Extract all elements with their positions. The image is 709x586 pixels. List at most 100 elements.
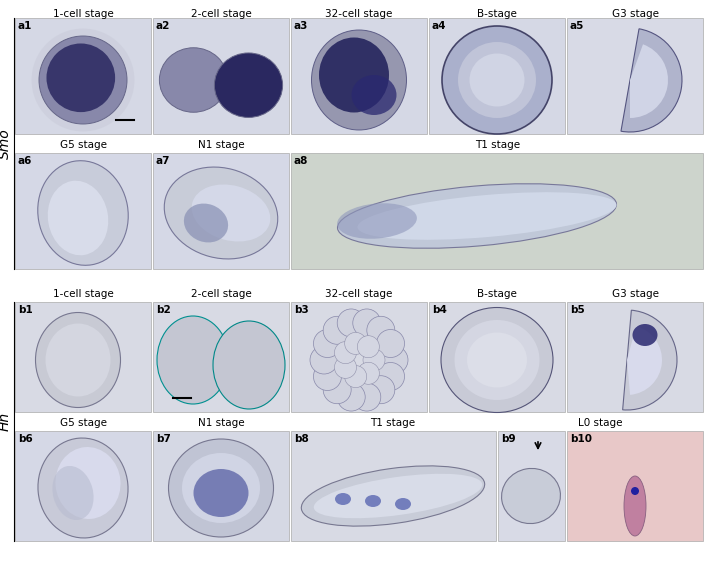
Text: b5: b5	[570, 305, 585, 315]
Ellipse shape	[323, 376, 351, 404]
Ellipse shape	[160, 48, 228, 113]
Text: B-stage: B-stage	[477, 9, 517, 19]
Bar	[291, 302, 427, 412]
Ellipse shape	[314, 473, 482, 518]
Ellipse shape	[441, 308, 553, 413]
Bar	[429, 18, 565, 134]
Ellipse shape	[157, 316, 229, 404]
Ellipse shape	[323, 316, 351, 345]
Text: G3 stage: G3 stage	[611, 9, 659, 19]
Text: T1 stage: T1 stage	[370, 418, 415, 428]
Ellipse shape	[632, 324, 657, 346]
Ellipse shape	[335, 342, 357, 364]
Ellipse shape	[169, 439, 274, 537]
Bar	[153, 153, 289, 269]
Ellipse shape	[353, 309, 381, 337]
Ellipse shape	[310, 346, 338, 374]
Ellipse shape	[631, 487, 639, 495]
Ellipse shape	[376, 329, 405, 357]
Text: a7: a7	[156, 156, 170, 166]
Text: a2: a2	[156, 21, 170, 31]
Ellipse shape	[376, 363, 405, 390]
Text: b4: b4	[432, 305, 447, 315]
Ellipse shape	[363, 349, 385, 371]
Text: 1-cell stage: 1-cell stage	[52, 9, 113, 19]
Ellipse shape	[47, 43, 115, 112]
Text: a6: a6	[18, 156, 33, 166]
Text: b1: b1	[18, 305, 33, 315]
Bar	[498, 431, 565, 541]
Text: Smo: Smo	[0, 128, 12, 159]
Ellipse shape	[458, 42, 536, 118]
Text: L0 stage: L0 stage	[578, 418, 623, 428]
Ellipse shape	[367, 376, 395, 404]
Ellipse shape	[182, 453, 260, 523]
Text: Hh: Hh	[0, 412, 12, 431]
Text: B-stage: B-stage	[477, 289, 517, 299]
Ellipse shape	[48, 180, 108, 255]
Text: b9: b9	[501, 434, 515, 444]
Ellipse shape	[357, 336, 379, 357]
Ellipse shape	[313, 329, 342, 357]
Text: a5: a5	[570, 21, 584, 31]
Ellipse shape	[194, 469, 248, 517]
Ellipse shape	[345, 332, 367, 355]
Ellipse shape	[467, 332, 527, 387]
Ellipse shape	[357, 362, 379, 384]
Ellipse shape	[352, 75, 396, 115]
Ellipse shape	[337, 203, 417, 239]
Ellipse shape	[353, 383, 381, 411]
Bar	[153, 431, 289, 541]
Ellipse shape	[469, 53, 525, 107]
Ellipse shape	[39, 36, 127, 124]
Ellipse shape	[191, 185, 270, 241]
Bar	[567, 18, 703, 134]
Wedge shape	[621, 29, 682, 132]
Ellipse shape	[38, 161, 128, 265]
Ellipse shape	[442, 26, 552, 134]
Ellipse shape	[335, 493, 351, 505]
Bar	[15, 18, 151, 134]
Ellipse shape	[367, 316, 395, 345]
Ellipse shape	[335, 356, 357, 379]
Text: b7: b7	[156, 434, 171, 444]
Text: 2-cell stage: 2-cell stage	[191, 9, 252, 19]
Text: a3: a3	[294, 21, 308, 31]
Ellipse shape	[213, 321, 285, 409]
Ellipse shape	[454, 320, 540, 400]
Wedge shape	[623, 310, 677, 410]
Text: b8: b8	[294, 434, 308, 444]
Ellipse shape	[337, 184, 617, 248]
Text: G5 stage: G5 stage	[60, 140, 106, 150]
Text: a1: a1	[18, 21, 33, 31]
Text: 2-cell stage: 2-cell stage	[191, 289, 252, 299]
Ellipse shape	[357, 192, 617, 240]
Ellipse shape	[345, 366, 367, 387]
Bar	[429, 302, 565, 412]
Text: b10: b10	[570, 434, 592, 444]
Bar	[567, 302, 703, 412]
Ellipse shape	[365, 495, 381, 507]
Ellipse shape	[501, 468, 560, 523]
Ellipse shape	[55, 447, 121, 519]
Ellipse shape	[214, 53, 283, 117]
Ellipse shape	[301, 466, 485, 526]
Text: b3: b3	[294, 305, 308, 315]
Text: b2: b2	[156, 305, 171, 315]
Text: a8: a8	[294, 156, 308, 166]
Bar	[15, 302, 151, 412]
Ellipse shape	[313, 363, 342, 390]
Ellipse shape	[45, 323, 111, 397]
Text: G5 stage: G5 stage	[60, 418, 106, 428]
Ellipse shape	[319, 38, 389, 113]
Text: 32-cell stage: 32-cell stage	[325, 289, 393, 299]
Text: N1 stage: N1 stage	[198, 418, 245, 428]
Bar	[291, 431, 496, 541]
Ellipse shape	[38, 438, 128, 538]
Ellipse shape	[337, 309, 365, 337]
Ellipse shape	[380, 346, 408, 374]
Bar	[153, 18, 289, 134]
Wedge shape	[627, 326, 662, 395]
Bar	[153, 302, 289, 412]
Wedge shape	[630, 45, 668, 118]
